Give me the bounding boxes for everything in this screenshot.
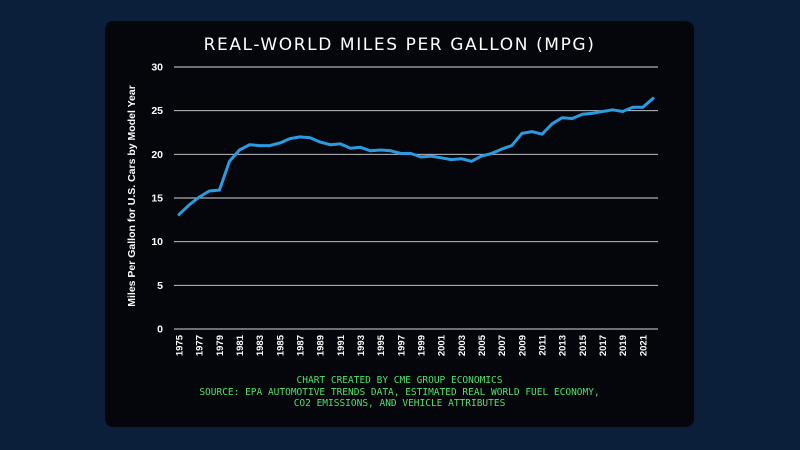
y-tick-label: 25 [151, 105, 163, 117]
x-tick-label: 1977 [195, 335, 206, 356]
series-group [177, 96, 655, 217]
x-tick-label: 1985 [275, 334, 286, 356]
x-tick-label: 1987 [296, 335, 307, 356]
y-axis-label: Miles Per Gallon for U.S. Cars by Model … [126, 85, 138, 307]
x-tick-label: 2009 [517, 335, 528, 356]
x-tick-label: 1983 [255, 335, 266, 356]
x-tick-label: 2017 [598, 335, 609, 356]
footer-credit: CHART CREATED BY CME GROUP ECONOMICS [296, 375, 503, 386]
mpg-series-line [177, 96, 655, 217]
x-tick-label: 1989 [316, 335, 327, 356]
x-tick-label: 2013 [558, 335, 569, 356]
x-tick-label: 1993 [356, 335, 367, 356]
y-tick-label: 15 [151, 193, 163, 205]
x-tick-label: 1995 [376, 334, 387, 356]
x-tick-label: 1999 [417, 335, 428, 356]
x-tick-label: 2003 [457, 335, 468, 356]
x-tick-label: 2001 [437, 334, 448, 356]
y-tick-label: 30 [151, 62, 163, 74]
footer-source: SOURCE: EPA AUTOMOTIVE TRENDS DATA, ESTI… [199, 386, 600, 398]
y-tick-label: 0 [157, 324, 163, 336]
x-tick-label: 2015 [578, 334, 589, 356]
x-tick-label: 1981 [235, 334, 246, 356]
x-tick-labels: 1975 1977 1979 1981 1983 1985 1987 1989 1991 1993… [175, 334, 650, 356]
chart-card: REAL-WORLD MILES PER GALLON (MPG) 0 5 10 15… [105, 21, 694, 427]
footer-notes: CHART CREATED BY CME GROUP ECONOMICS SOU… [105, 375, 694, 410]
x-tick-label: 2011 [538, 334, 549, 355]
footer-source-cont: CO2 EMISSIONS, AND VEHICLE ATTRIBUTES [293, 398, 506, 409]
x-tick-label: 2019 [618, 335, 629, 356]
x-tick-label: 1979 [215, 335, 226, 356]
x-tick-label: 1991 [336, 334, 347, 356]
gridlines [174, 66, 658, 330]
y-tick-label: 20 [151, 149, 163, 161]
y-tick-label: 5 [157, 280, 163, 292]
x-tick-label: 2005 [477, 334, 488, 356]
chart-title: REAL-WORLD MILES PER GALLON (MPG) [203, 35, 596, 55]
x-tick-label: 2007 [497, 335, 508, 356]
x-tick-label: 1975 [175, 334, 186, 356]
x-tick-label: 1997 [396, 335, 407, 356]
line-chart: 0 5 10 15 20 25 30 1975 1977 1979 1981 1983 1985 198… [126, 62, 658, 356]
y-tick-label: 10 [151, 236, 163, 248]
x-tick-label: 2021 [638, 334, 649, 356]
y-tick-labels: 0 5 10 15 20 25 30 [151, 62, 163, 336]
